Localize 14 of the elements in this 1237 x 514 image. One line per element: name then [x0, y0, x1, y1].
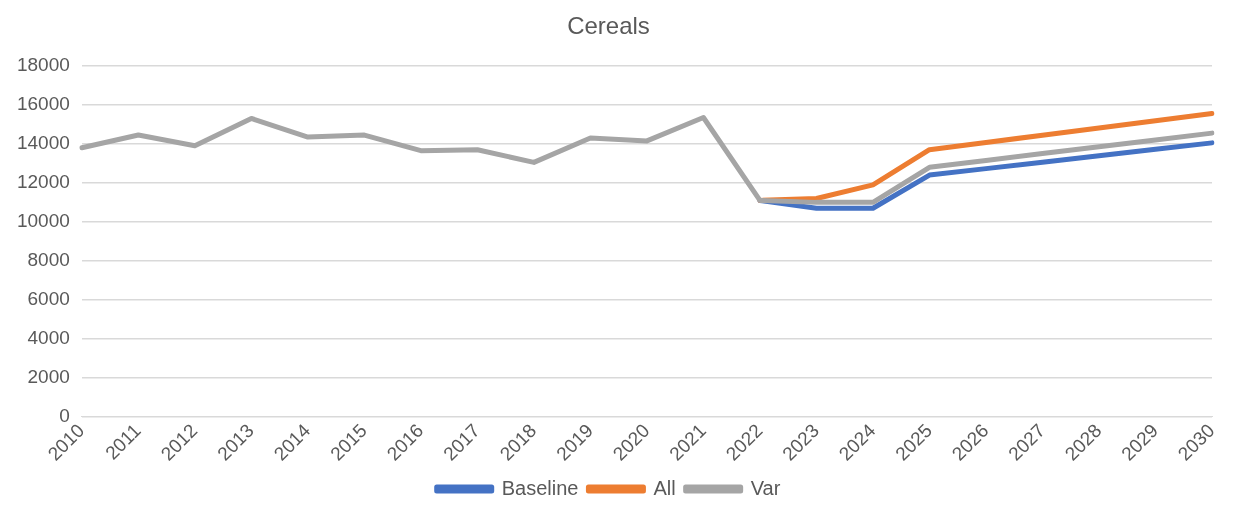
legend-label: Baseline [501, 476, 579, 499]
y-tick-label: 16000 [16, 93, 70, 115]
y-tick-label: 10000 [16, 210, 70, 232]
y-tick-label: 4000 [27, 327, 70, 349]
legend-label: All [653, 476, 676, 499]
y-tick-label: 14000 [16, 132, 70, 154]
y-tick-label: 2000 [27, 366, 70, 388]
y-tick-label: 6000 [27, 288, 70, 310]
y-tick-label: 8000 [27, 249, 70, 271]
y-tick-label: 0 [59, 405, 70, 427]
y-tick-label: 12000 [16, 171, 70, 193]
legend-label: Var [750, 476, 781, 499]
chart-title: Cereals [567, 12, 650, 40]
y-tick-label: 18000 [16, 54, 70, 76]
